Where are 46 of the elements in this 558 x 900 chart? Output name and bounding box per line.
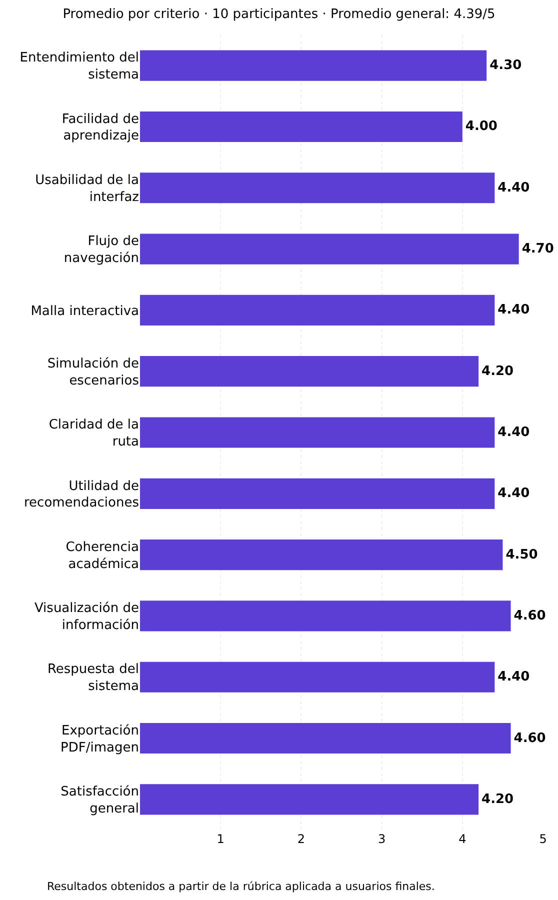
y-tick-label: Respuesta del sistema bbox=[47, 662, 139, 694]
bar bbox=[140, 172, 495, 204]
y-tick-label: Usabilidad de la interfaz bbox=[35, 172, 140, 205]
bar bbox=[140, 662, 495, 692]
data-label: 4.20 bbox=[482, 792, 514, 807]
data-label: 4.40 bbox=[498, 486, 530, 502]
y-tick-label: Coherencia académica bbox=[66, 540, 139, 572]
x-tick-label: 4 bbox=[458, 832, 466, 846]
bar bbox=[140, 784, 479, 815]
y-tick-label: Facilidad de aprendizaje bbox=[62, 112, 139, 144]
data-label: 4.30 bbox=[490, 58, 522, 74]
bar bbox=[140, 356, 479, 387]
bar bbox=[140, 417, 495, 448]
y-tick-label: Claridad de la ruta bbox=[48, 418, 139, 450]
bar bbox=[140, 722, 511, 754]
x-tick-label: 3 bbox=[378, 832, 386, 846]
y-tick-label: Exportación PDF/imagen bbox=[60, 723, 139, 756]
bar bbox=[140, 540, 503, 570]
y-tick-label: Flujo de navegación bbox=[64, 234, 139, 266]
chart-title: Promedio por criterio · 10 participantes · Promedio general: 4.39/5 bbox=[62, 7, 496, 22]
data-label: 4.60 bbox=[514, 608, 546, 624]
y-tick-label: Visualización de información bbox=[34, 601, 139, 633]
y-tick-label: Satisfacción general bbox=[60, 784, 139, 816]
data-label: 4.00 bbox=[465, 119, 498, 134]
y-tick-label: Simulación de escenarios bbox=[47, 356, 140, 388]
x-tick-label: 1 bbox=[216, 832, 224, 846]
bar bbox=[140, 111, 462, 142]
data-label: 4.40 bbox=[498, 425, 530, 440]
y-tick-label: Malla interactiva bbox=[30, 304, 139, 319]
y-tick-label: Utilidad de recomendaciones bbox=[24, 478, 140, 511]
x-tick-label: 5 bbox=[539, 832, 547, 846]
data-label: 4.40 bbox=[498, 302, 530, 318]
y-tick-label: Entendimiento del sistema bbox=[20, 50, 139, 83]
data-label: 4.20 bbox=[482, 364, 514, 379]
data-label: 4.50 bbox=[506, 547, 538, 562]
bar bbox=[140, 234, 519, 264]
bar bbox=[140, 294, 495, 326]
data-label: 4.40 bbox=[498, 180, 530, 196]
bar bbox=[140, 478, 495, 509]
x-tick-label: 2 bbox=[297, 832, 306, 846]
bar bbox=[140, 600, 511, 632]
bar bbox=[140, 50, 487, 81]
text: Resultados obtenidos a partir de la rúbrica aplicada a usuarios finales. bbox=[47, 880, 435, 893]
data-label: 4.60 bbox=[514, 730, 546, 746]
data-label: 4.40 bbox=[498, 670, 530, 685]
data-label: 4.70 bbox=[522, 242, 554, 257]
